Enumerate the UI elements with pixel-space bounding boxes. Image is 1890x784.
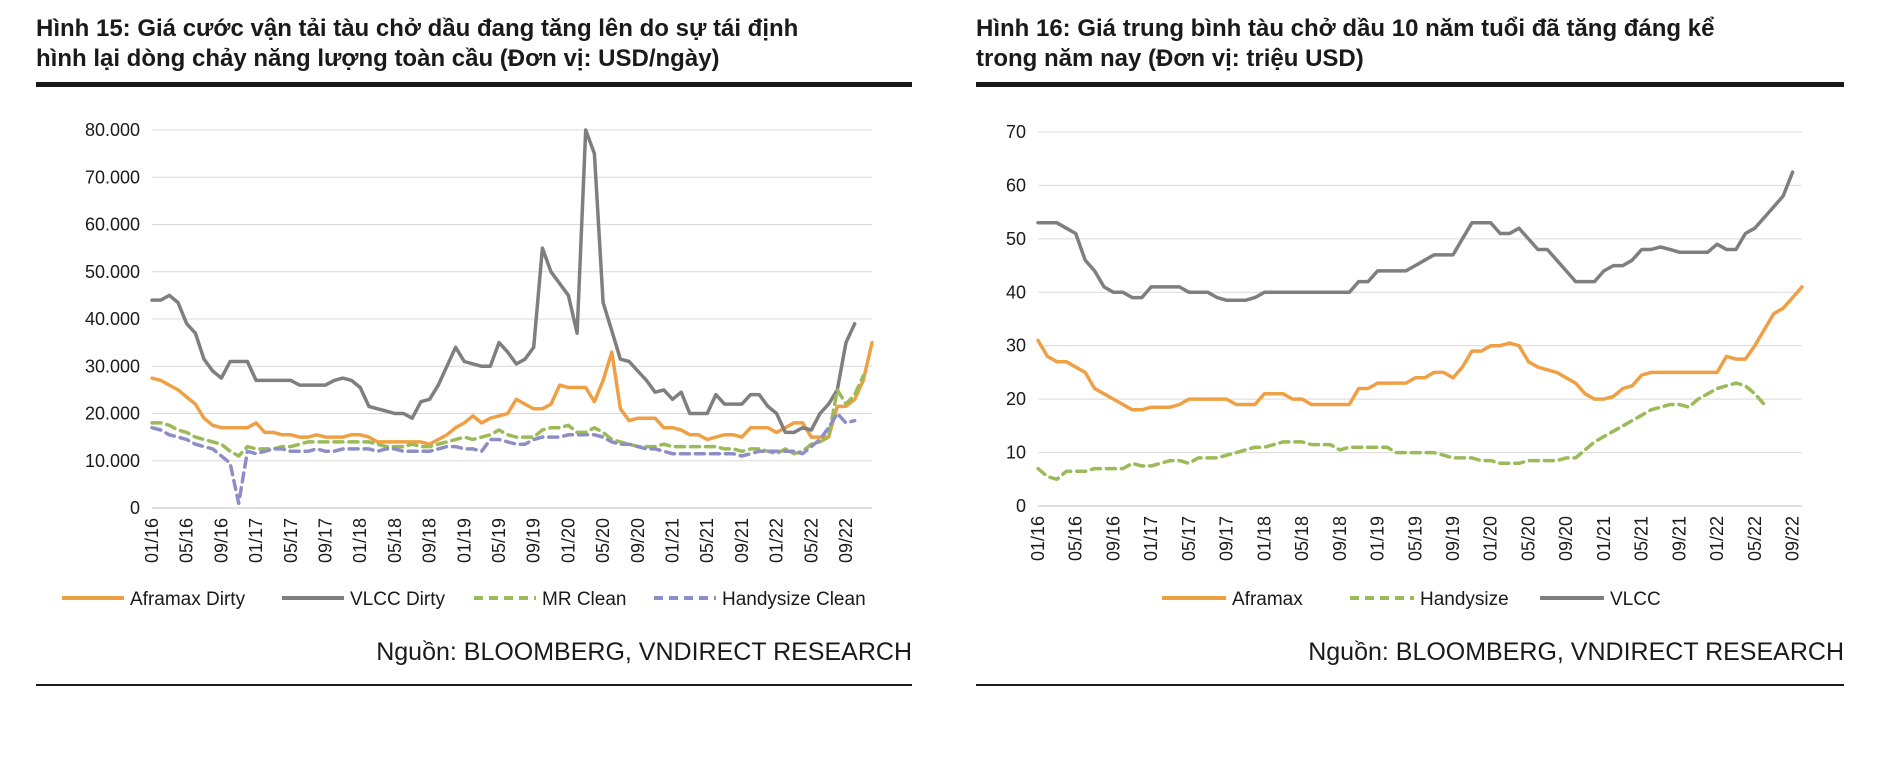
x-tick-label: 05/18 [385, 518, 405, 563]
y-tick-label: 20 [1006, 389, 1026, 409]
figure-16-source: Nguồn: BLOOMBERG, VNDIRECT RESEARCH [1308, 638, 1844, 666]
x-tick-label: 05/22 [1745, 516, 1765, 561]
figure-15-title-line-1: Hình 15: Giá cước vận tải tàu chở dầu đa… [36, 15, 799, 42]
series-line-handysize [1036, 381, 1767, 482]
legend-label: VLCC [1610, 589, 1661, 610]
y-tick-label: 50.000 [85, 262, 140, 282]
x-tick-label: 01/18 [1254, 516, 1274, 561]
x-tick-label: 09/21 [732, 518, 752, 563]
series-line-vlcc [1036, 170, 1795, 303]
x-tick-label: 09/21 [1669, 516, 1689, 561]
y-tick-label: 10.000 [85, 451, 140, 471]
legend-label: Aframax [1232, 589, 1303, 610]
x-tick-label: 05/22 [801, 518, 821, 563]
figure-16-title-line-1: Hình 16: Giá trung bình tàu chở dầu 10 n… [976, 15, 1715, 42]
y-tick-label: 70.000 [85, 167, 140, 187]
x-tick-label: 01/19 [454, 518, 474, 563]
x-tick-label: 01/18 [350, 518, 370, 563]
figure-15-chart: 0 10.000 20.000 30.000 40.000 50.000 60.000 70.… [62, 120, 874, 610]
figure-15-source: Nguồn: BLOOMBERG, VNDIRECT RESEARCH [376, 638, 912, 666]
y-tick-label: 60 [1006, 175, 1026, 195]
y-tick-label: 60.000 [85, 215, 140, 235]
x-tick-label: 05/20 [1518, 516, 1538, 561]
x-tick-label: 01/20 [558, 518, 578, 563]
x-tick-label: 05/20 [593, 518, 613, 563]
figure-16-title-line-2: trong năm nay (Đơn vị: triệu USD) [976, 45, 1364, 72]
figure-16: Hình 16: Giá trung bình tàu chở dầu 10 n… [976, 0, 1844, 686]
x-tick-label: 05/17 [281, 518, 301, 563]
legend-label: MR Clean [542, 589, 626, 610]
x-tick-label: 09/19 [524, 518, 544, 563]
x-tick-label: 09/22 [836, 518, 856, 563]
x-tick-label: 05/21 [1632, 516, 1652, 561]
figure-15-title: Hình 15: Giá cước vận tải tàu chở dầu đa… [36, 14, 912, 74]
x-tick-label: 01/19 [1368, 516, 1388, 561]
x-tick-label: 01/20 [1481, 516, 1501, 561]
x-tick-label: 01/17 [246, 518, 266, 563]
x-tick-label: 01/22 [767, 518, 787, 563]
x-tick-label: 09/16 [1103, 516, 1123, 561]
x-tick-label: 09/17 [1217, 516, 1237, 561]
x-tick-label: 05/21 [697, 518, 717, 563]
y-tick-label: 30.000 [85, 356, 140, 376]
series-line-aframax-dirty [150, 340, 874, 446]
x-tick-label: 01/16 [142, 518, 162, 563]
x-tick-label: 05/16 [177, 518, 197, 563]
series-line-mr-clean [150, 373, 866, 458]
series-line-handysize-clean [150, 411, 857, 506]
legend-label: Handysize [1420, 589, 1509, 610]
figure-15-top-rule [36, 82, 912, 87]
x-tick-label: 01/16 [1028, 516, 1048, 561]
x-tick-label: 09/22 [1783, 516, 1803, 561]
x-tick-label: 05/19 [1405, 516, 1425, 561]
y-tick-label: 50 [1006, 229, 1026, 249]
legend-label: VLCC Dirty [350, 589, 446, 610]
legend-label: Handysize Clean [722, 589, 866, 610]
x-tick-label: 01/21 [1594, 516, 1614, 561]
x-tick-label: 09/18 [1330, 516, 1350, 561]
x-tick-label: 05/16 [1066, 516, 1086, 561]
figure-15-title-line-2: hình lại dòng chảy năng lượng toàn cầu (… [36, 45, 720, 72]
x-tick-label: 05/19 [489, 518, 509, 563]
x-tick-label: 05/18 [1292, 516, 1312, 561]
x-tick-label: 09/19 [1443, 516, 1463, 561]
figure-15: Hình 15: Giá cước vận tải tàu chở dầu đa… [36, 0, 912, 686]
y-tick-label: 40.000 [85, 309, 140, 329]
x-tick-label: 05/17 [1179, 516, 1199, 561]
x-tick-label: 09/16 [211, 518, 231, 563]
y-tick-label: 70 [1006, 122, 1026, 142]
x-tick-label: 01/17 [1141, 516, 1161, 561]
figure-16-chart: 0 10 20 30 40 50 60 70 01/16 05/16 09/16 01/17 05/17… [1006, 122, 1804, 610]
series-line-vlcc-dirty [150, 128, 857, 435]
y-tick-label: 0 [1016, 496, 1026, 516]
y-tick-label: 10 [1006, 443, 1026, 463]
x-tick-label: 01/21 [662, 518, 682, 563]
legend-label: Aframax Dirty [130, 589, 246, 610]
x-tick-label: 01/22 [1707, 516, 1727, 561]
x-tick-label: 09/17 [315, 518, 335, 563]
y-tick-label: 80.000 [85, 120, 140, 140]
y-tick-label: 0 [130, 498, 140, 518]
y-tick-label: 40 [1006, 282, 1026, 302]
y-tick-label: 30 [1006, 336, 1026, 356]
figure-16-bottom-rule [976, 684, 1844, 686]
x-tick-label: 09/20 [1556, 516, 1576, 561]
x-tick-label: 09/20 [628, 518, 648, 563]
y-tick-label: 20.000 [85, 404, 140, 424]
figure-15-bottom-rule [36, 684, 912, 686]
x-tick-label: 09/18 [420, 518, 440, 563]
series-line-aframax [1036, 285, 1804, 412]
figure-16-title: Hình 16: Giá trung bình tàu chở dầu 10 n… [976, 14, 1844, 74]
figure-16-top-rule [976, 82, 1844, 87]
